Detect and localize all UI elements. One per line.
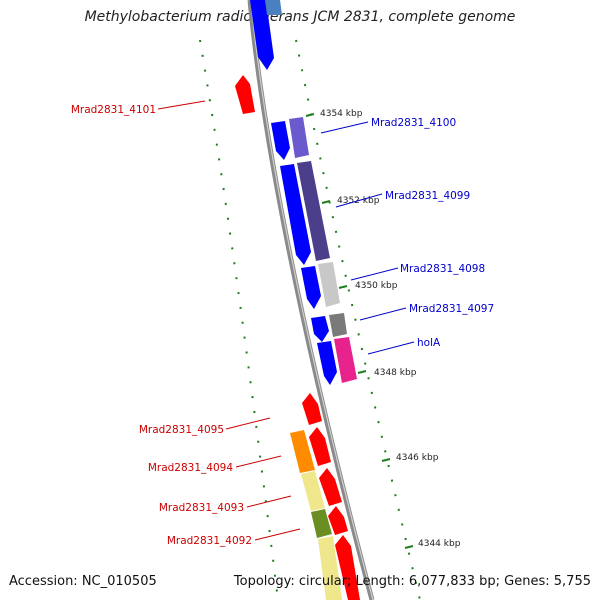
label-leader-line xyxy=(359,307,407,321)
gene-label[interactable]: Mrad2831_4098 xyxy=(400,263,485,275)
gene-arrow-forward[interactable] xyxy=(311,316,329,342)
gene-arrow-reverse[interactable] xyxy=(335,535,360,600)
kbp-tick-mark xyxy=(381,458,391,462)
gene-arrow-forward[interactable] xyxy=(280,164,311,265)
genome-backbone-highlight xyxy=(250,0,374,600)
gene-block[interactable] xyxy=(289,117,309,158)
gene-label[interactable]: Mrad2831_4094 xyxy=(148,462,233,474)
kbp-tick-label: 4354 kbp xyxy=(320,109,363,119)
accession-text: Accession: NC_010505 xyxy=(9,574,157,589)
label-leader-line xyxy=(350,267,399,281)
kbp-tick-mark xyxy=(357,370,367,374)
gene-arrow-forward[interactable] xyxy=(250,0,274,70)
kbp-tick-mark xyxy=(404,545,414,549)
kbp-tick-mark xyxy=(338,285,348,289)
gene-block[interactable] xyxy=(311,509,332,538)
kbp-tick-label: 4350 kbp xyxy=(355,281,398,291)
gene-label[interactable]: Mrad2831_4095 xyxy=(139,424,224,436)
gene-arrow-forward[interactable] xyxy=(271,121,290,160)
gene-arrow-forward[interactable] xyxy=(317,341,337,385)
label-leader-line xyxy=(246,495,292,508)
gene-label[interactable]: Mrad2831_4097 xyxy=(409,303,494,315)
gene-label[interactable]: Mrad2831_4092 xyxy=(167,535,252,547)
gene-label[interactable]: Mrad2831_4099 xyxy=(385,190,470,202)
label-leader-line xyxy=(254,528,301,541)
gene-block[interactable] xyxy=(329,313,347,337)
gene-arrow-reverse[interactable] xyxy=(235,75,255,114)
kbp-tick-mark xyxy=(321,200,331,204)
label-leader-line xyxy=(157,100,206,110)
gene-arrow-reverse[interactable] xyxy=(302,393,322,425)
label-leader-line xyxy=(335,193,383,208)
kbp-tick-label: 4344 kbp xyxy=(418,539,461,549)
label-leader-line xyxy=(320,121,369,134)
label-leader-line xyxy=(225,417,271,430)
gene-block[interactable] xyxy=(297,161,330,261)
label-leader-line xyxy=(367,341,415,355)
kbp-tick-mark xyxy=(305,113,315,117)
genome-backbone xyxy=(247,0,375,600)
gene-arrow-forward[interactable] xyxy=(265,0,282,15)
gene-block[interactable] xyxy=(334,337,357,383)
gene-label[interactable]: Mrad2831_4101 xyxy=(71,104,156,116)
map-title: Methylobacterium radiotolerans JCM 2831,… xyxy=(84,9,516,25)
gene-label[interactable]: Mrad2831_4100 xyxy=(371,117,456,129)
gene-label[interactable]: holA xyxy=(417,337,441,349)
gene-label[interactable]: Mrad2831_4093 xyxy=(159,502,244,514)
gene-arrow-reverse[interactable] xyxy=(328,506,348,535)
gene-block[interactable] xyxy=(318,536,342,600)
gene-block[interactable] xyxy=(318,262,340,307)
label-leader-line xyxy=(235,455,282,468)
gene-arrow-reverse[interactable] xyxy=(309,427,331,466)
gene-arrow-forward[interactable] xyxy=(301,266,321,309)
gene-block[interactable] xyxy=(290,430,315,473)
gene-block[interactable] xyxy=(301,471,325,511)
gene-arrow-reverse[interactable] xyxy=(319,468,342,506)
kbp-tick-label: 4346 kbp xyxy=(396,453,439,463)
kbp-tick-label: 4348 kbp xyxy=(374,368,417,378)
genome-summary-text: Topology: circular; Length: 6,077,833 bp… xyxy=(233,574,591,589)
